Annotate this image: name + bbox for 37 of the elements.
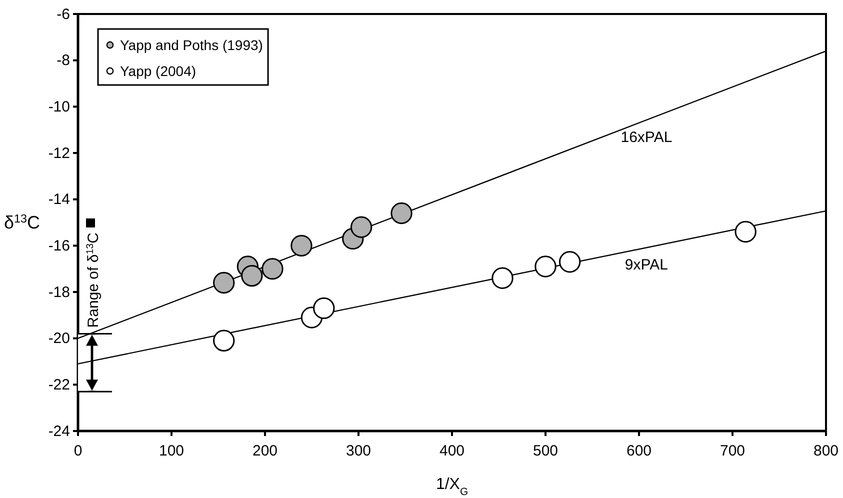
x-tick-label: 500	[532, 442, 558, 460]
series-label: 16xPAL	[620, 129, 672, 146]
point	[241, 264, 263, 287]
point	[213, 330, 235, 352]
legend-label: Yapp (2004)	[120, 63, 196, 79]
y-tick-label: -8	[56, 52, 70, 70]
y-tick-label: -10	[48, 98, 70, 116]
x-tick-label: 600	[626, 442, 652, 460]
point	[390, 202, 412, 224]
x-axis-title: 1/X$_{G}$	[436, 476, 468, 498]
point	[213, 272, 235, 294]
point	[534, 256, 556, 278]
y-tick-label: -20	[48, 330, 70, 348]
point	[290, 234, 312, 256]
y-tick-label: -16	[48, 237, 70, 254]
x-tick-label: 700	[720, 442, 746, 460]
point	[558, 251, 581, 273]
x-tick-label: 0	[74, 442, 82, 460]
x-tick-label: 800	[813, 442, 839, 460]
x-tick-label: 200	[252, 442, 278, 460]
y-tick-label: -12	[48, 144, 70, 162]
y-axis-title: δ$^{13}$C	[4, 212, 40, 232]
y-tick-label: -6	[56, 6, 70, 23]
y-tick-label: -24	[48, 422, 70, 440]
series-label: 9xPAL	[624, 256, 668, 274]
point	[262, 258, 284, 280]
point	[492, 267, 514, 289]
point	[734, 220, 756, 243]
y-tick-label: -18	[48, 284, 70, 301]
x-tick-label: 400	[439, 442, 465, 460]
y-tick-label: -22	[48, 376, 70, 394]
y-tick-label: -14	[48, 191, 70, 208]
x-tick-label: 300	[346, 442, 372, 460]
x-tick-label: 100	[158, 442, 184, 460]
point	[350, 216, 372, 238]
point	[313, 297, 335, 320]
legend-label: Yapp and Poths (1993)	[120, 37, 263, 53]
